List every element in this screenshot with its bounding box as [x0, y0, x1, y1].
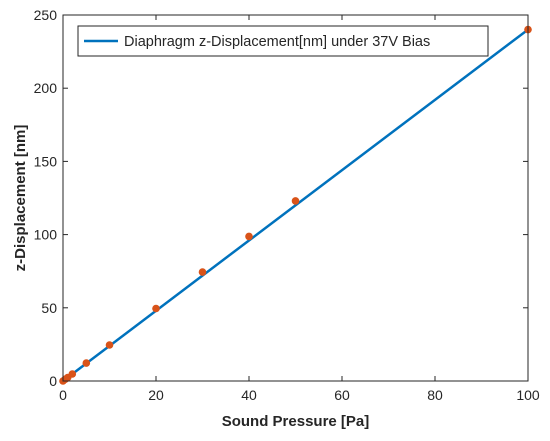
x-tick-label: 80: [427, 387, 443, 403]
legend-box: [77, 25, 489, 57]
series-line: [62, 28, 529, 382]
axes-box: [62, 14, 529, 382]
tick-layer: 0 20 40 60 80 100 0 50 100 150 200 250: [34, 7, 540, 403]
y-tick-label: 0: [49, 373, 57, 389]
y-axis-label: z-Displacement [nm]: [12, 125, 29, 272]
x-tick-label: 40: [241, 387, 257, 403]
series-layer: [59, 25, 532, 385]
y-tick-label: 100: [34, 227, 58, 243]
y-tick-label: 200: [34, 80, 58, 96]
legend-entry-label: Diaphragm z-Displacement[nm] under 37V B…: [124, 34, 430, 50]
x-tick-label: 60: [334, 387, 350, 403]
y-tick-label: 250: [34, 7, 58, 23]
data-point: [105, 341, 114, 349]
y-tick-label: 150: [34, 153, 58, 169]
x-tick-label: 0: [59, 387, 67, 403]
data-point: [68, 370, 77, 378]
x-tick-label: 20: [148, 387, 164, 403]
data-point: [198, 268, 207, 276]
x-tick-label: 100: [516, 387, 540, 403]
data-point: [245, 232, 253, 241]
data-point: [82, 359, 91, 367]
data-point: [291, 197, 300, 205]
y-tick-label: 50: [41, 300, 57, 316]
x-axis-label: Sound Pressure [Pa]: [222, 413, 370, 430]
data-point: [152, 304, 160, 313]
legend: Diaphragm z-Displacement[nm] under 37V B…: [77, 25, 489, 57]
